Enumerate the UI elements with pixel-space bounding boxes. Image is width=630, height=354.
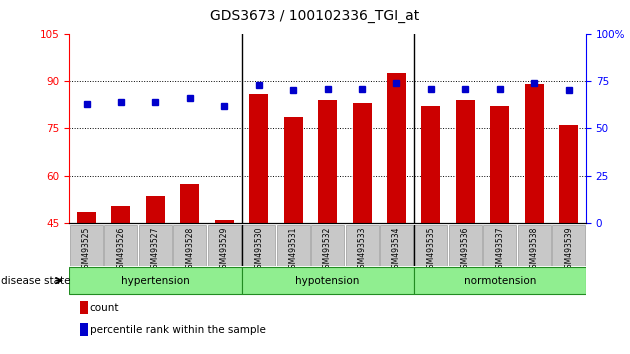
Text: percentile rank within the sample: percentile rank within the sample [90, 325, 266, 335]
Bar [70, 225, 103, 266]
FancyBboxPatch shape [69, 267, 241, 294]
Bar [490, 106, 509, 223]
Text: GSM493531: GSM493531 [289, 227, 297, 273]
Bar [345, 225, 379, 266]
Text: GSM493532: GSM493532 [323, 227, 332, 273]
Text: GSM493529: GSM493529 [220, 227, 229, 273]
Bar [173, 225, 207, 266]
Text: hypertension: hypertension [121, 275, 190, 286]
Bar [208, 225, 241, 266]
Bar [215, 220, 234, 223]
Bar [353, 103, 372, 223]
Bar [77, 212, 96, 223]
Text: GSM493536: GSM493536 [461, 227, 470, 273]
Bar [112, 206, 130, 223]
Text: GDS3673 / 100102336_TGI_at: GDS3673 / 100102336_TGI_at [210, 9, 420, 23]
Bar [559, 125, 578, 223]
Text: GSM493530: GSM493530 [255, 227, 263, 273]
FancyBboxPatch shape [414, 267, 586, 294]
FancyBboxPatch shape [241, 267, 414, 294]
Bar [242, 225, 275, 266]
Text: GSM493527: GSM493527 [151, 227, 160, 273]
Bar [180, 184, 199, 223]
Bar [284, 117, 302, 223]
Bar [387, 73, 406, 223]
Bar [421, 106, 440, 223]
Text: GSM493528: GSM493528 [185, 227, 194, 273]
Text: GSM493526: GSM493526 [117, 227, 125, 273]
Bar [105, 225, 137, 266]
Bar [79, 301, 88, 314]
Text: GSM493539: GSM493539 [564, 227, 573, 273]
Bar [318, 100, 337, 223]
Bar [146, 196, 165, 223]
Bar [415, 225, 447, 266]
Bar [456, 100, 475, 223]
Bar [311, 225, 344, 266]
Bar [249, 93, 268, 223]
Text: count: count [90, 303, 119, 313]
Bar [449, 225, 482, 266]
Bar [525, 84, 544, 223]
Bar [483, 225, 517, 266]
Text: GSM493534: GSM493534 [392, 227, 401, 273]
Text: hypotension: hypotension [295, 275, 360, 286]
Bar [277, 225, 310, 266]
Text: GSM493535: GSM493535 [427, 227, 435, 273]
Bar [139, 225, 172, 266]
Text: GSM493525: GSM493525 [82, 227, 91, 273]
Text: disease state: disease state [1, 275, 71, 286]
Bar [79, 323, 88, 336]
Text: GSM493533: GSM493533 [358, 227, 367, 273]
Text: GSM493537: GSM493537 [495, 227, 504, 273]
Text: GSM493538: GSM493538 [530, 227, 539, 273]
Bar [552, 225, 585, 266]
Bar [518, 225, 551, 266]
Bar [380, 225, 413, 266]
Text: normotension: normotension [464, 275, 536, 286]
